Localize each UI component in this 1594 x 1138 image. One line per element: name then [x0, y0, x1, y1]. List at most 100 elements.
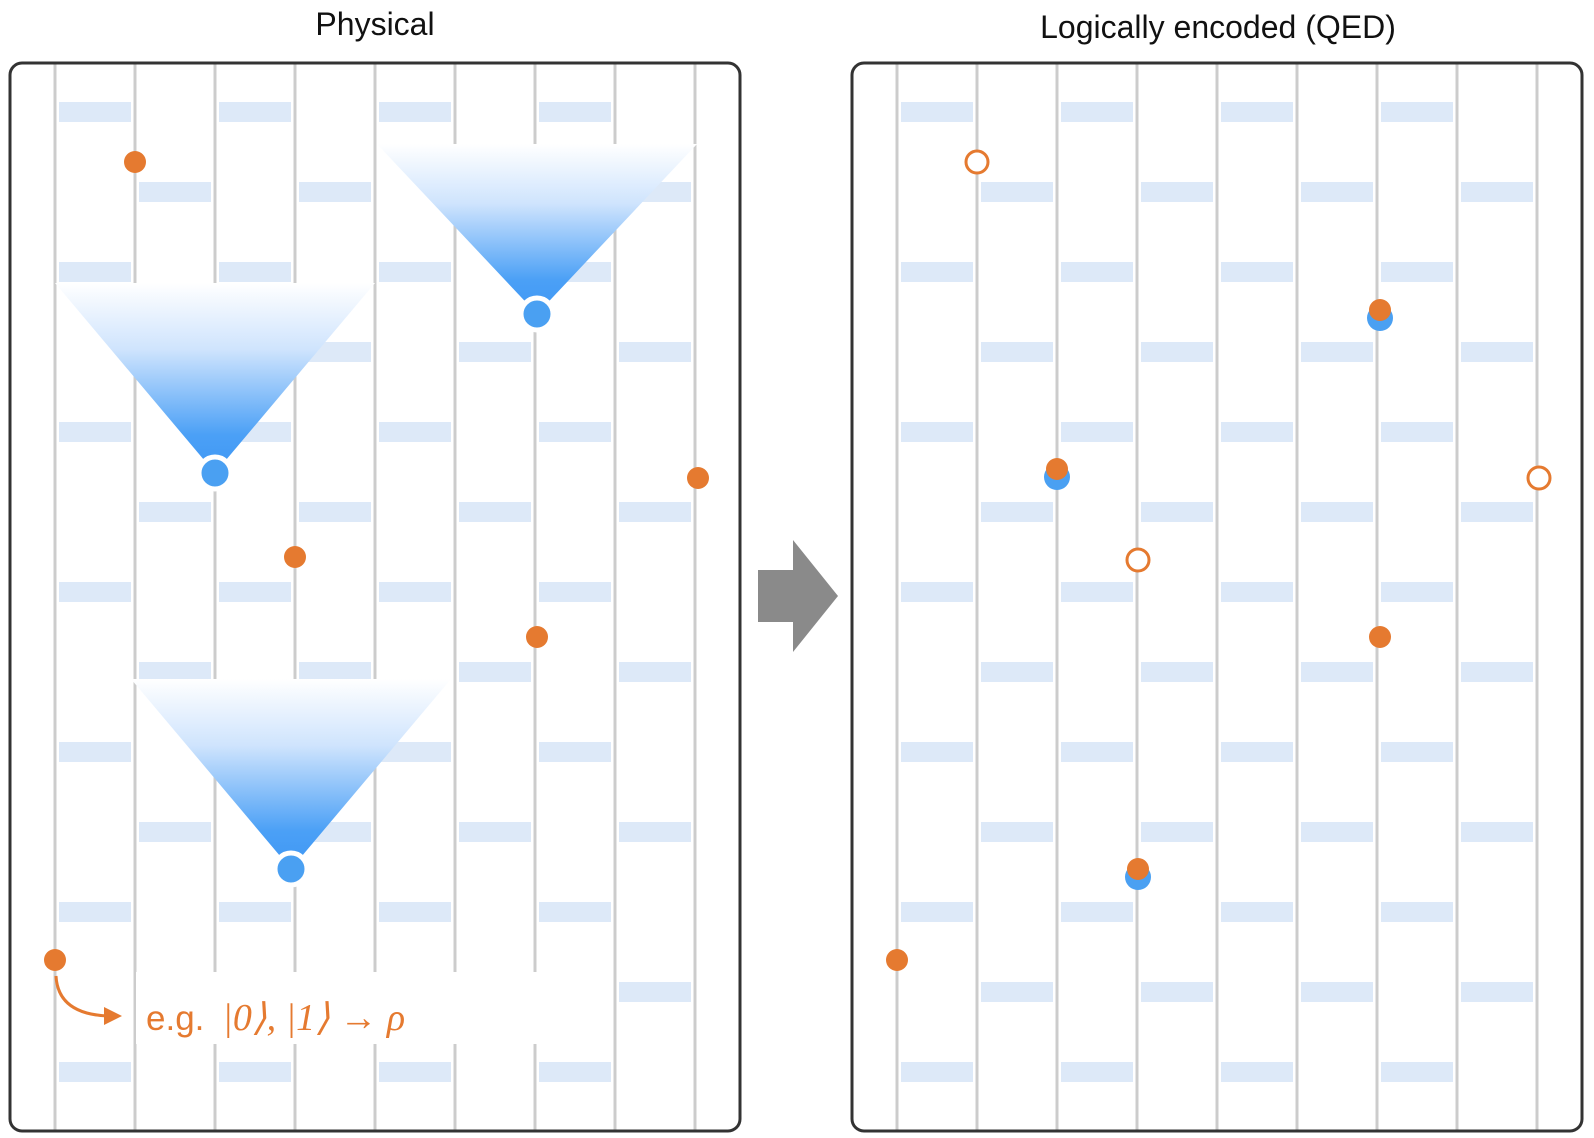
caption-backdrop [136, 972, 576, 1044]
two-qubit-gate [459, 662, 531, 682]
two-qubit-gate [901, 1062, 973, 1082]
two-qubit-gate [59, 1062, 131, 1082]
two-qubit-gate [59, 422, 131, 442]
noisy-qubit [1369, 299, 1391, 321]
two-qubit-gate [1061, 422, 1133, 442]
two-qubit-gate [139, 662, 211, 682]
two-qubit-gate [379, 102, 451, 122]
two-qubit-gate [1221, 582, 1293, 602]
two-qubit-gate [1461, 982, 1533, 1002]
logical-qubit-hollow [1125, 547, 1151, 573]
noisy-qubit [1127, 858, 1149, 880]
noisy-qubit [284, 546, 306, 568]
noisy-qubit [687, 467, 709, 489]
physical-panel-frame [8, 61, 742, 1133]
two-qubit-gate [1301, 502, 1373, 522]
two-qubit-gate [981, 342, 1053, 362]
two-qubit-gate [59, 102, 131, 122]
two-qubit-gate [539, 422, 611, 442]
two-qubit-gate [619, 342, 691, 362]
annotation-prefix: e.g. [146, 999, 204, 1038]
two-qubit-gate [139, 502, 211, 522]
annotation-caption: e.g. |0⟩, |1⟩ → ρ [146, 997, 405, 1039]
two-qubit-gate [1381, 422, 1453, 442]
two-qubit-gate [1461, 822, 1533, 842]
two-qubit-gate [1381, 102, 1453, 122]
two-qubit-gate [59, 902, 131, 922]
two-qubit-gate [1061, 102, 1133, 122]
two-qubit-gate [1141, 342, 1213, 362]
light-cones [55, 144, 697, 869]
two-qubit-gate [59, 742, 131, 762]
light-cone [377, 144, 697, 314]
two-qubit-gate [1141, 502, 1213, 522]
two-qubit-gate [619, 822, 691, 842]
two-qubit-gate [1141, 182, 1213, 202]
two-qubit-gate [1221, 1062, 1293, 1082]
noisy-qubit [1369, 626, 1391, 648]
two-qubit-gate [1221, 902, 1293, 922]
noisy-qubit [526, 626, 548, 648]
two-qubit-gate [1061, 902, 1133, 922]
two-qubit-gate [981, 662, 1053, 682]
two-qubit-gate [379, 742, 451, 762]
logical-qubit-hollow [964, 149, 990, 175]
two-qubit-gate [379, 262, 451, 282]
two-qubit-gate [981, 502, 1053, 522]
two-qubit-gate [139, 182, 211, 202]
two-qubit-gate [299, 502, 371, 522]
physical-panel [8, 61, 742, 1133]
measured-qubit [272, 850, 310, 888]
two-qubit-gate [1461, 502, 1533, 522]
two-qubit-gate [219, 1062, 291, 1082]
two-qubit-gate [1141, 822, 1213, 842]
two-qubit-gate [1301, 982, 1373, 1002]
two-qubit-gate [1301, 182, 1373, 202]
two-qubit-gate [1461, 662, 1533, 682]
logical-wires [895, 63, 1539, 1131]
logical-qubit-hollow [1526, 465, 1552, 491]
two-qubit-gate [901, 262, 973, 282]
two-qubit-gate [1381, 582, 1453, 602]
transform-arrow-icon [758, 540, 838, 652]
two-qubit-gate [1061, 1062, 1133, 1082]
two-qubit-gate [901, 582, 973, 602]
annotation-math: |0⟩, |1⟩ → ρ [222, 997, 405, 1039]
annotation-arrowhead-icon [104, 1007, 122, 1025]
two-qubit-gate [1301, 822, 1373, 842]
two-qubit-gate [539, 902, 611, 922]
two-qubit-gate [59, 262, 131, 282]
two-qubit-gate [539, 582, 611, 602]
two-qubit-gate [981, 982, 1053, 1002]
two-qubit-gate [59, 582, 131, 602]
two-qubit-gate [1461, 182, 1533, 202]
two-qubit-gate [901, 742, 973, 762]
two-qubit-gate [539, 1062, 611, 1082]
two-qubit-gate [219, 102, 291, 122]
two-qubit-gate [1221, 422, 1293, 442]
logical-panel [850, 61, 1584, 1133]
two-qubit-gate [981, 822, 1053, 842]
noisy-qubit [886, 949, 908, 971]
two-qubit-gate [139, 822, 211, 842]
two-qubit-gate [1301, 342, 1373, 362]
two-qubit-gate [379, 902, 451, 922]
two-qubit-gate [1381, 902, 1453, 922]
logical-gates [901, 102, 1533, 1082]
two-qubit-gate [1141, 662, 1213, 682]
noisy-qubit [44, 949, 66, 971]
two-qubit-gate [1221, 262, 1293, 282]
two-qubit-gate [619, 502, 691, 522]
two-qubit-gate [459, 822, 531, 842]
two-qubit-gate [299, 662, 371, 682]
two-qubit-gate [379, 422, 451, 442]
two-qubit-gate [619, 982, 691, 1002]
two-qubit-gate [981, 182, 1053, 202]
noisy-qubit [124, 151, 146, 173]
two-qubit-gate [1381, 742, 1453, 762]
two-qubit-gate [901, 102, 973, 122]
noisy-qubit [1046, 458, 1068, 480]
measured-qubit [518, 295, 556, 333]
two-qubit-gate [1141, 982, 1213, 1002]
two-qubit-gate [619, 662, 691, 682]
